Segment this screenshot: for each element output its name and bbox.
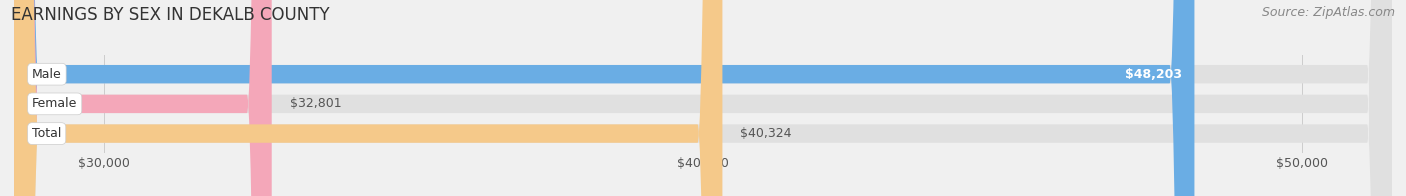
FancyBboxPatch shape bbox=[14, 0, 1392, 196]
Text: EARNINGS BY SEX IN DEKALB COUNTY: EARNINGS BY SEX IN DEKALB COUNTY bbox=[11, 6, 330, 24]
Text: Source: ZipAtlas.com: Source: ZipAtlas.com bbox=[1261, 6, 1395, 19]
Text: $48,203: $48,203 bbox=[1125, 68, 1182, 81]
FancyBboxPatch shape bbox=[14, 0, 1195, 196]
Text: Total: Total bbox=[32, 127, 62, 140]
Text: $40,324: $40,324 bbox=[741, 127, 792, 140]
FancyBboxPatch shape bbox=[14, 0, 723, 196]
Text: $32,801: $32,801 bbox=[290, 97, 342, 110]
Text: Male: Male bbox=[32, 68, 62, 81]
FancyBboxPatch shape bbox=[14, 0, 1392, 196]
FancyBboxPatch shape bbox=[14, 0, 271, 196]
Text: Female: Female bbox=[32, 97, 77, 110]
FancyBboxPatch shape bbox=[14, 0, 1392, 196]
